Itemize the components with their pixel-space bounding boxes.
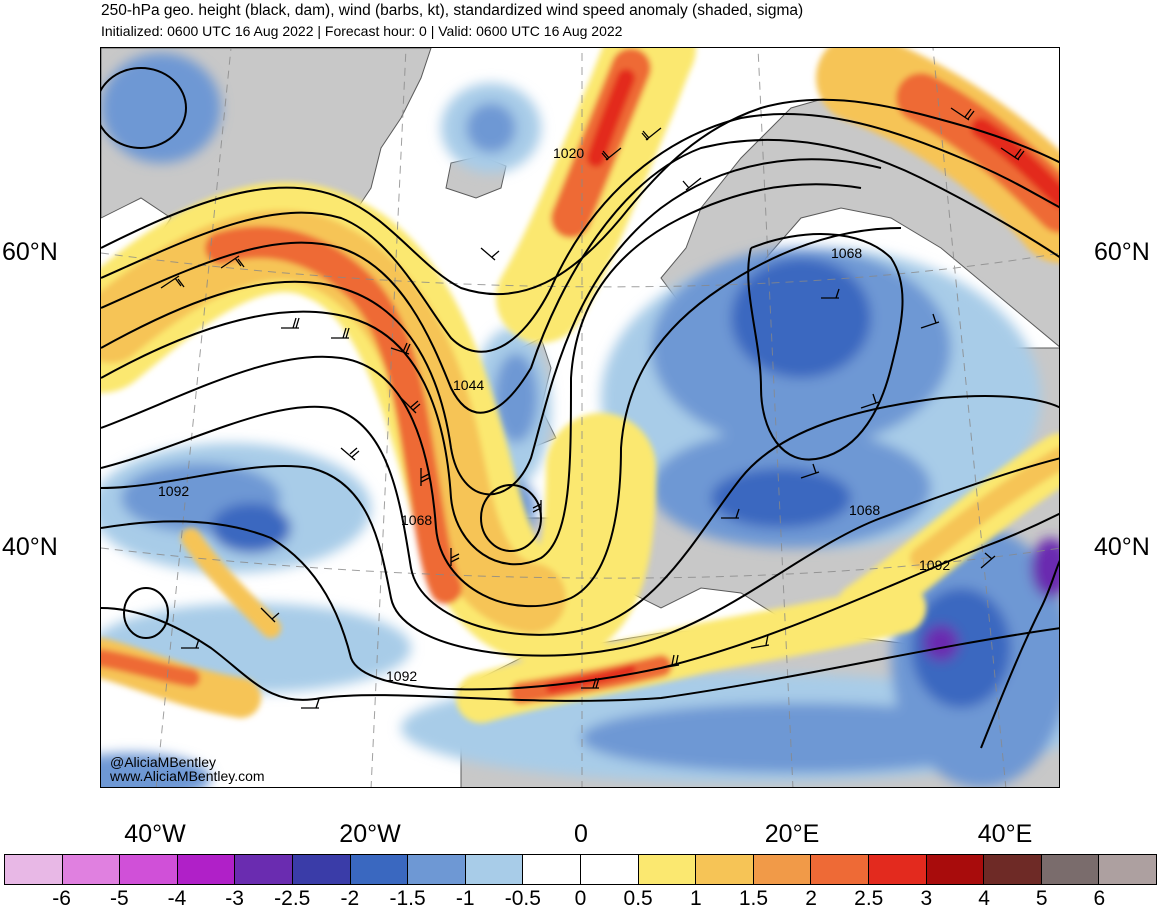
contour-label: 1092	[919, 557, 950, 573]
height-contours	[101, 67, 1059, 749]
colorbar-swatch	[753, 855, 812, 884]
jet-subtropical-core	[101, 649, 200, 687]
lat-label-60n-right: 60°N	[1094, 238, 1150, 266]
colorbar-tick-label: -6	[52, 887, 71, 910]
colorbar-swatch	[580, 855, 639, 884]
colorbar-tick-label: -2.5	[274, 887, 311, 910]
jet-subtropical-streak	[181, 528, 281, 638]
colorbar-tick-label: 2	[805, 887, 817, 910]
credit-handle: @AliciaMBentley	[110, 754, 217, 770]
contour-label: 1068	[401, 512, 432, 528]
colorbar-swatch	[465, 855, 524, 884]
lon-label-0: 0	[574, 820, 588, 848]
graticule	[101, 48, 1059, 787]
colorbar-tick-label: 2.5	[854, 887, 884, 910]
colorbar-swatch	[696, 855, 754, 884]
colorbar-tick-label: 5	[1035, 887, 1048, 910]
colorbar-tick-label: -1.5	[389, 887, 426, 910]
colorbar-tick-label: -0.5	[504, 887, 541, 910]
contour-label: 1020	[553, 145, 584, 161]
jet-norway-max	[587, 69, 635, 167]
lon-label-20w: 20°W	[339, 820, 401, 848]
colorbar-swatch	[1099, 855, 1156, 884]
colorbar-swatch	[5, 855, 63, 884]
map-title: 250-hPa geo. height (black, dam), wind (…	[101, 2, 804, 19]
map-panel[interactable]: 1020 1044 1068 1068 1068 1092 1092 1092	[100, 47, 1060, 788]
colorbar-swatch	[62, 855, 121, 884]
colorbar-tick-label: 1	[689, 887, 702, 910]
lat-label-40n-right: 40°N	[1094, 533, 1150, 561]
colorbar-swatch	[523, 855, 581, 884]
wind-barbs	[160, 107, 1025, 709]
colorbar-swatch	[868, 855, 927, 884]
colorbar-tick-label: 4	[978, 887, 990, 910]
colorbar-swatch	[811, 855, 869, 884]
colorbar-swatch	[350, 855, 409, 884]
colorbar-tick-label: -3	[225, 887, 244, 910]
colorbar-tick-label: -5	[109, 887, 129, 910]
colorbar-swatch	[177, 855, 236, 884]
colorbar-tick-label: -4	[167, 887, 187, 910]
colorbar-legend	[4, 854, 1157, 885]
colorbar-tick-label: -2	[340, 887, 360, 910]
colorbar-tick-label: -1	[455, 887, 475, 910]
colorbar-swatch	[408, 855, 466, 884]
colorbar-tick-label: 3	[920, 887, 933, 910]
colorbar-tick-label: 0	[574, 887, 587, 910]
lat-label-40n-left: 40°N	[2, 533, 58, 561]
map-subtitle: Initialized: 0600 UTC 16 Aug 2022 | Fore…	[101, 23, 623, 39]
credit-url[interactable]: www.AliciaMBentley.com	[110, 768, 265, 784]
negative-anomaly-layer	[101, 53, 1059, 787]
colorbar-tick-label: 0.5	[623, 887, 653, 910]
contour-label: 1092	[386, 668, 417, 684]
map-canvas: 1020 1044 1068 1068 1068 1092 1092 1092	[101, 48, 1059, 787]
contour-label: 1068	[831, 245, 862, 261]
contour-label: 1092	[158, 483, 189, 499]
contour-label: 1068	[849, 502, 880, 518]
lon-label-20e: 20°E	[764, 820, 820, 848]
colorbar-swatch	[926, 855, 985, 884]
colorbar-tick-label: 1.5	[738, 887, 769, 910]
jet-black-sea-core	[910, 447, 1059, 569]
jet-north-atlantic-core	[205, 226, 462, 604]
colorbar-swatch	[292, 855, 351, 884]
contour-label: 1044	[453, 377, 484, 393]
colorbar-swatch	[1041, 855, 1100, 884]
colorbar-swatch	[120, 855, 178, 884]
contour-label-group: 1020 1044 1068 1068 1068 1092 1092 1092	[158, 145, 950, 684]
lon-label-40e: 40°E	[977, 820, 1033, 848]
colorbar-tick-label: 6	[1093, 887, 1106, 910]
lon-label-40w: 40°W	[124, 820, 186, 848]
colorbar-swatch	[235, 855, 293, 884]
lat-label-60n-left: 60°N	[2, 238, 58, 266]
colorbar-swatch	[984, 855, 1042, 884]
colorbar-swatch	[638, 855, 697, 884]
